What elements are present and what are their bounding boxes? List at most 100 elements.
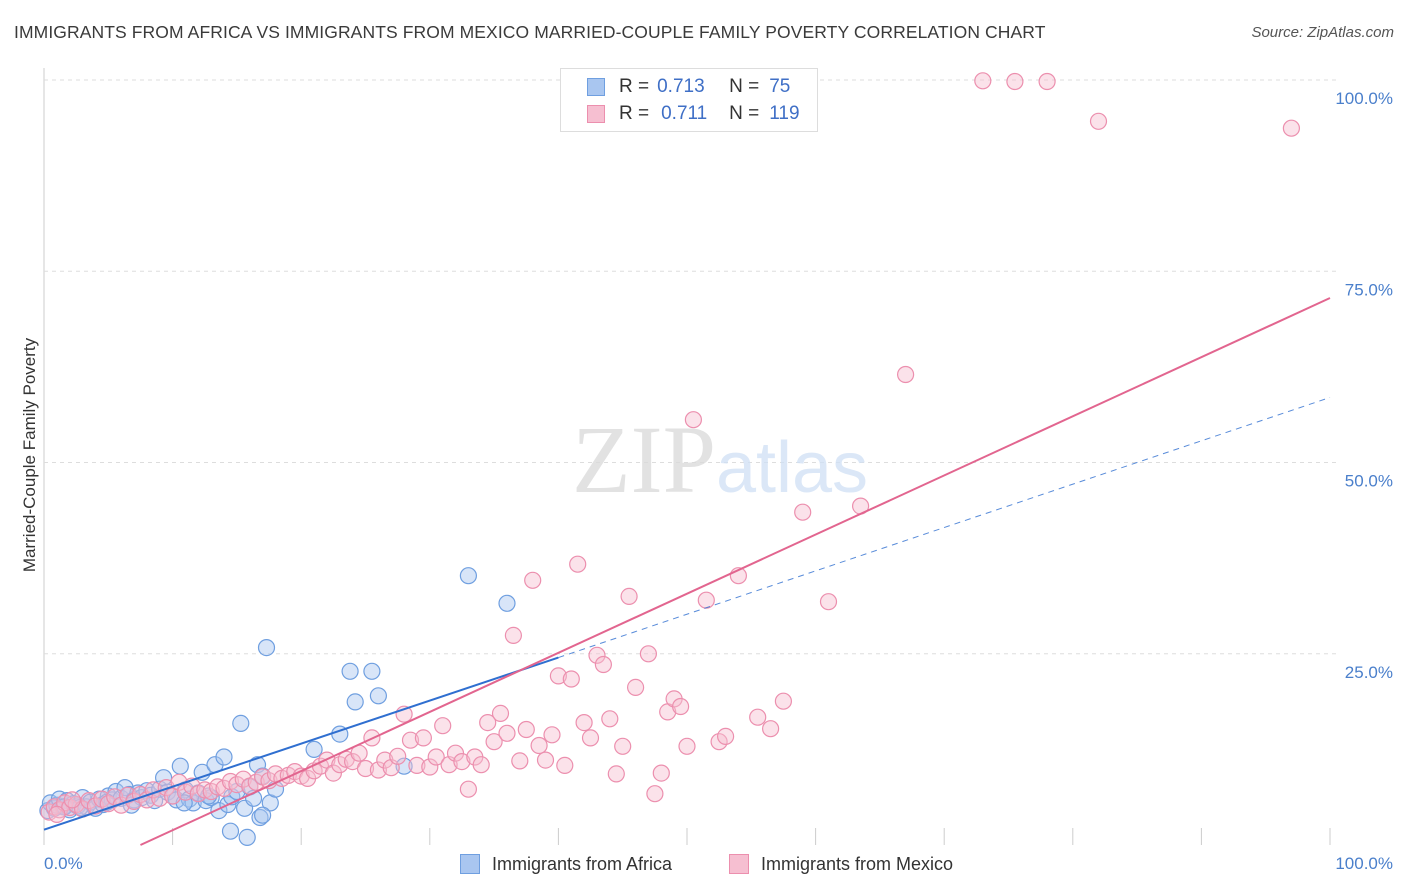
point-africa — [238, 828, 256, 847]
point-mexico — [389, 747, 407, 765]
point-mexico — [1038, 72, 1056, 91]
point-mexico — [614, 737, 632, 755]
trend-line-mexico — [140, 297, 1331, 846]
legend-swatch-africa — [587, 78, 605, 96]
point-mexico — [491, 704, 510, 723]
x-tick-label: 100.0% — [1335, 854, 1393, 873]
point-mexico — [569, 555, 587, 573]
point-africa — [215, 748, 233, 766]
point-africa — [232, 714, 250, 733]
bottom-swatch-mexico — [729, 854, 749, 874]
point-mexico — [549, 667, 568, 685]
point-mexico — [543, 726, 561, 744]
series-mexico-points — [40, 72, 1301, 824]
point-mexico — [671, 697, 690, 716]
point-mexico — [678, 737, 696, 755]
legend-row-africa: R = 0.713 N = 75 — [587, 75, 790, 99]
point-africa — [257, 638, 276, 657]
grid-lines — [43, 68, 1338, 845]
bottom-legend-mexico: Immigrants from Mexico — [729, 852, 953, 876]
y-tick-label: 100.0% — [1335, 89, 1393, 108]
point-mexico — [697, 591, 715, 609]
trend-line-africa — [43, 656, 559, 831]
point-mexico — [118, 786, 137, 804]
point-mexico — [524, 571, 542, 589]
point-mexico — [234, 770, 252, 788]
legend-r-value-mexico: 0.711 — [661, 103, 708, 124]
point-africa — [369, 687, 387, 705]
point-mexico — [594, 655, 613, 674]
point-africa — [459, 567, 477, 585]
legend-r-value-africa: 0.713 — [657, 76, 705, 97]
point-mexico — [356, 759, 375, 778]
point-mexico — [607, 765, 625, 783]
watermark-zip: ZIP — [572, 406, 716, 513]
y-tick-labels: 25.0% 50.0% 75.0% 100.0% — [1335, 89, 1393, 682]
point-mexico — [601, 710, 619, 728]
point-africa — [254, 806, 272, 824]
point-mexico — [472, 756, 490, 774]
x-tick-label: 0.0% — [44, 854, 83, 873]
point-mexico — [479, 713, 497, 732]
point-mexico — [974, 72, 992, 90]
point-mexico — [459, 780, 477, 798]
point-mexico — [716, 727, 735, 746]
watermark: ZIPatlas — [572, 406, 868, 513]
point-mexico — [414, 729, 432, 747]
point-mexico — [453, 752, 471, 771]
point-africa — [221, 822, 240, 840]
point-mexico — [620, 587, 638, 606]
point-mexico — [86, 797, 105, 815]
legend-n-value-africa: 75 — [769, 76, 791, 97]
legend-n-label: N = — [729, 76, 760, 97]
bottom-legend-africa: Immigrants from Africa — [460, 852, 672, 876]
point-africa — [498, 594, 516, 612]
point-mexico — [581, 729, 600, 747]
chart-title: IMMIGRANTS FROM AFRICA VS IMMIGRANTS FRO… — [14, 22, 1046, 42]
point-africa — [305, 740, 323, 759]
bottom-legend-label-mexico: Immigrants from Mexico — [761, 853, 954, 874]
point-africa — [341, 662, 359, 680]
point-mexico — [176, 783, 195, 801]
point-mexico — [646, 785, 664, 803]
point-mexico — [369, 761, 387, 779]
point-africa — [251, 808, 269, 827]
point-mexico — [434, 717, 452, 735]
y-tick-label: 75.0% — [1345, 280, 1393, 299]
legend-n-label: N = — [729, 103, 760, 124]
point-mexico — [517, 720, 535, 739]
point-mexico — [588, 646, 606, 664]
source-label: Source: ZipAtlas.com — [1251, 24, 1394, 41]
bottom-swatch-africa — [460, 854, 480, 874]
point-africa — [171, 757, 189, 775]
point-mexico — [626, 678, 645, 697]
point-mexico — [684, 411, 703, 429]
point-africa — [363, 662, 381, 680]
point-mexico — [575, 713, 593, 732]
point-mexico — [63, 791, 81, 809]
point-mexico — [556, 756, 574, 775]
point-mexico — [896, 365, 915, 384]
point-mexico — [209, 778, 227, 796]
point-mexico — [511, 752, 529, 770]
point-mexico — [408, 756, 426, 775]
point-mexico — [401, 731, 420, 749]
y-tick-label: 25.0% — [1345, 663, 1393, 682]
point-africa — [346, 693, 364, 711]
point-mexico — [427, 748, 445, 766]
point-mexico — [196, 781, 214, 799]
point-mexico — [498, 724, 516, 742]
point-mexico — [761, 720, 780, 738]
point-mexico — [530, 736, 548, 755]
point-mexico — [749, 708, 767, 726]
bottom-legend-label-africa: Immigrants from Africa — [492, 853, 673, 874]
legend-row-mexico: R = 0.711 N = 119 — [587, 102, 800, 126]
trend-extension-africa — [558, 397, 1331, 659]
point-mexico — [819, 593, 838, 611]
y-tick-label: 50.0% — [1345, 472, 1393, 491]
point-mexico — [504, 626, 523, 645]
point-mexico — [215, 779, 233, 798]
point-mexico — [794, 503, 812, 521]
legend-swatch-mexico — [587, 105, 605, 123]
